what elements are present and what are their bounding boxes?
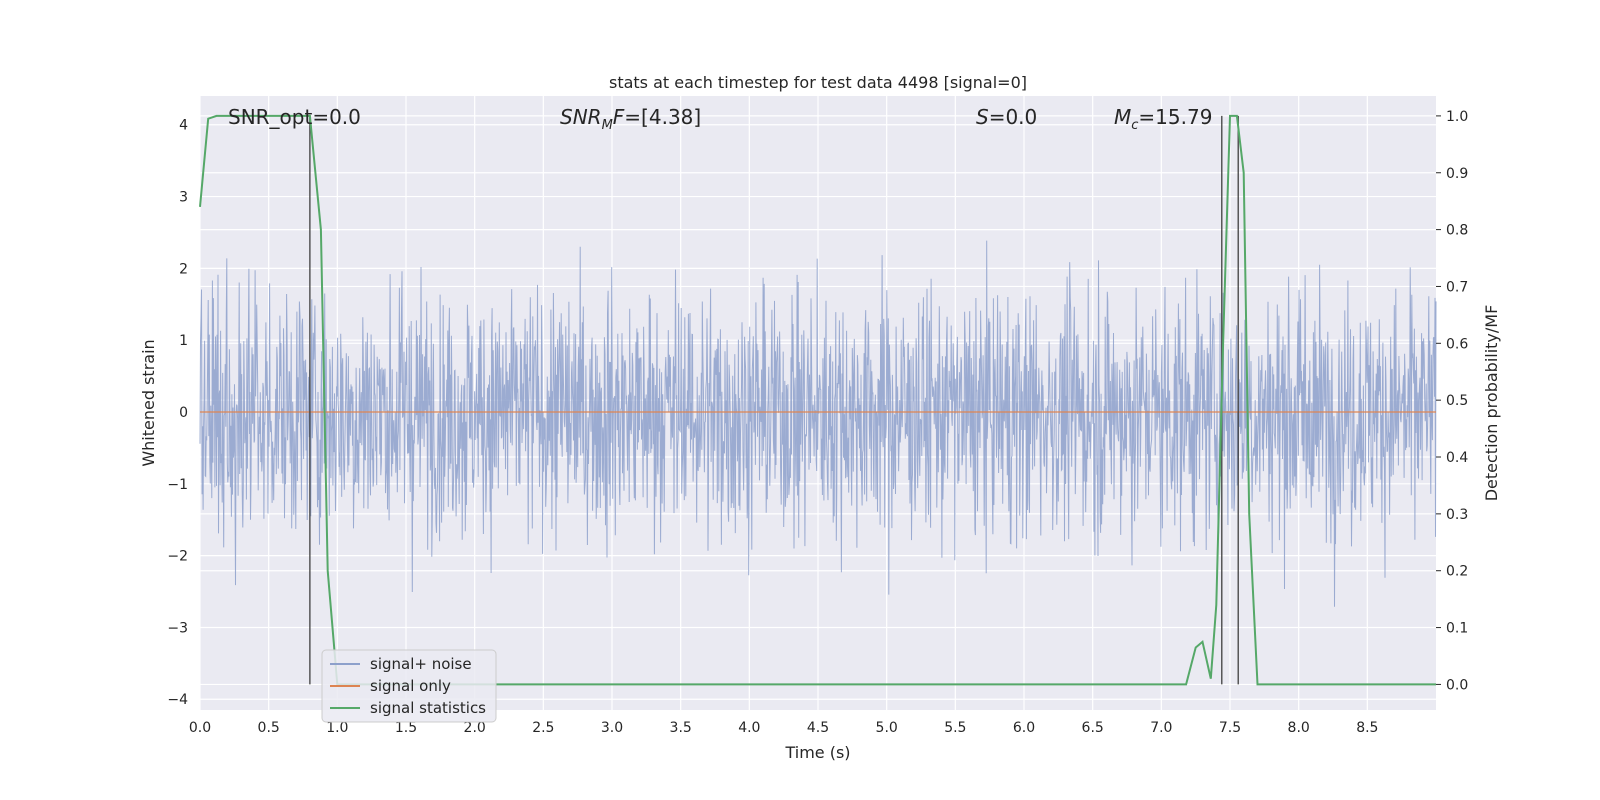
y2-tick-label: 0.9 — [1446, 166, 1468, 182]
chart-title: stats at each timestep for test data 449… — [609, 73, 1027, 92]
annotation-snr-opt: SNR_opt=0.0 — [228, 105, 361, 129]
annotation-symbol-rest: F — [613, 105, 625, 129]
x-tick-label: 3.5 — [670, 720, 692, 736]
legend-label: signal+ noise — [370, 655, 472, 673]
annotation-s: S=0.0 — [976, 105, 1037, 129]
annotation-snr-mf: SNRMF=[4.38] — [560, 105, 701, 133]
y2-tick-label: 0.4 — [1446, 450, 1468, 466]
x-tick-label: 6.0 — [1013, 720, 1035, 736]
y2-tick-labels: 1.0 0.9 0.8 0.7 0.6 0.5 0.4 0.3 0.2 0.1 0.0 — [1436, 109, 1468, 693]
x-tick-label: 0.0 — [189, 720, 211, 736]
y2-tick-label: 0.3 — [1446, 507, 1468, 523]
x-tick-label: 4.5 — [807, 720, 829, 736]
legend-label: signal statistics — [370, 699, 486, 717]
legend-box — [321, 649, 497, 723]
x-tick-label: 4.0 — [738, 720, 760, 736]
legend: signal+ noise signal only signal statistic… — [321, 649, 497, 723]
signal-statistics-series — [199, 114, 1436, 686]
y2-tick-label: 0.7 — [1446, 279, 1468, 295]
x-tick-label: 5.0 — [876, 720, 898, 736]
y2-tick-label: 0.5 — [1446, 393, 1468, 409]
y-axis-label: Whitened strain — [139, 339, 158, 466]
x-tick-label: 8.0 — [1288, 720, 1310, 736]
x-tick-label: 7.0 — [1150, 720, 1172, 736]
y-tick-label: −2 — [167, 549, 188, 565]
y2-tick-label: 0.0 — [1446, 677, 1468, 693]
y-tick-label: 2 — [179, 261, 188, 277]
y-tick-label: −3 — [167, 620, 188, 636]
annotation-subscript: c — [1131, 118, 1138, 133]
annotation-subscript: M — [602, 118, 613, 133]
annotation-value: =15.79 — [1138, 105, 1212, 129]
annotation-symbol: M — [1114, 105, 1131, 129]
x-tick-labels: 0.0 0.5 1.0 1.5 2.0 2.5 3.0 3.5 4.0 4.5 5.0 5.5 6.0 6… — [189, 720, 1379, 736]
annotation-symbol: SNR — [560, 105, 602, 129]
annotations: SNR_opt=0.0 SNRMF=[4.38] S=0.0 Mc=15.79 — [228, 105, 1212, 133]
annotation-value: =[4.38] — [624, 105, 701, 129]
y2-tick-label: 0.2 — [1446, 564, 1468, 580]
x-tick-label: 2.5 — [532, 720, 554, 736]
statistics-line — [199, 114, 1436, 686]
x-tick-label: 6.5 — [1082, 720, 1104, 736]
annotation-value: =0.0 — [989, 105, 1038, 129]
y-tick-label: 4 — [179, 118, 188, 134]
y2-tick-label: 0.1 — [1446, 621, 1468, 637]
y-tick-label: 1 — [179, 333, 188, 349]
x-tick-label: 1.5 — [395, 720, 417, 736]
y2-tick-label: 0.8 — [1446, 223, 1468, 239]
x-tick-label: 3.0 — [601, 720, 623, 736]
x-tick-label: 1.0 — [326, 720, 348, 736]
x-tick-label: 0.5 — [258, 720, 280, 736]
y2-tick-label: 1.0 — [1446, 109, 1468, 125]
y2-axis-label: Detection probability/MF — [1482, 305, 1501, 502]
y2-tick-label: 0.6 — [1446, 336, 1468, 352]
y-tick-label: 0 — [179, 405, 188, 421]
y-tick-label: −1 — [167, 477, 188, 493]
x-tick-label: 7.5 — [1219, 720, 1241, 736]
y-tick-labels: 4 3 2 1 0 −1 −2 −3 −4 — [167, 118, 188, 709]
x-tick-label: 5.5 — [944, 720, 966, 736]
y-tick-label: −4 — [167, 692, 188, 708]
annotation-symbol: S — [976, 105, 989, 129]
annotation-mc: Mc=15.79 — [1114, 105, 1212, 133]
legend-label: signal only — [370, 677, 451, 695]
x-tick-label: 2.0 — [464, 720, 486, 736]
x-tick-label: 8.5 — [1356, 720, 1378, 736]
x-axis-label: Time (s) — [784, 743, 850, 762]
y-tick-label: 3 — [179, 190, 188, 206]
